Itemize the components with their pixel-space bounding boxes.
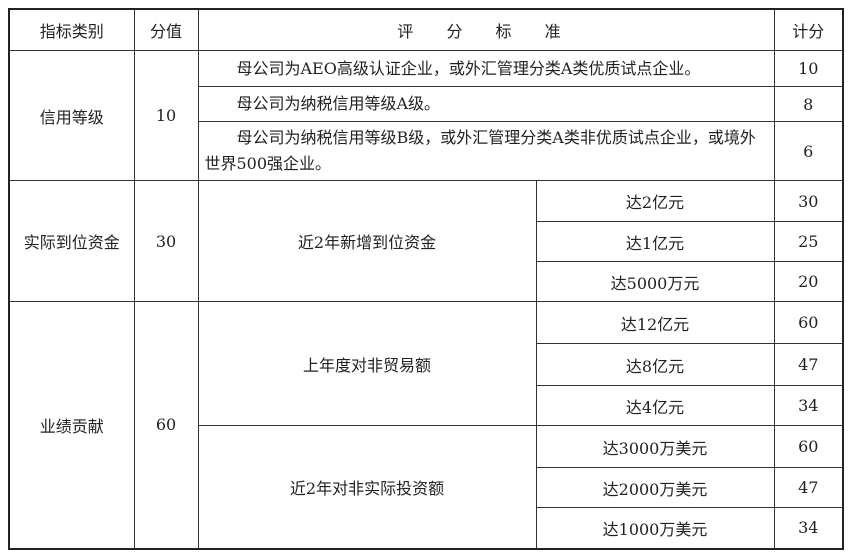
scoring-table: 指标类别 分值 评 分 标 准 计分 信用等级 10 母公司为AEO高级认证企业… [8,8,845,550]
header-points: 计分 [773,8,844,51]
performance-level: 达1000万美元 [535,507,775,549]
credit-criterion: 母公司为AEO高级认证企业，或外汇管理分类A类优质试点企业。 [197,50,775,87]
capital-level: 达1亿元 [535,221,775,262]
capital-level: 达5000万元 [535,261,775,302]
table-row: 达1亿元 25 [9,221,844,262]
performance-points: 60 [773,301,844,344]
performance-points: 47 [773,343,844,386]
capital-category: 实际到位资金 [8,180,135,302]
capital-criterion: 近2年新增到位资金 [197,180,537,302]
performance-category: 业绩贡献 [8,301,135,549]
credit-criterion: 母公司为纳税信用等级A级。 [197,86,775,122]
capital-points: 30 [773,180,844,222]
performance-level: 达3000万美元 [535,425,775,468]
performance-level: 达8亿元 [535,343,775,386]
table-row: 母公司为纳税信用等级B级，或外汇管理分类A类非优质试点企业，或境外世界500强企… [9,121,844,181]
table-row: 达8亿元 47 [9,343,844,386]
capital-points: 25 [773,221,844,262]
credit-points: 8 [773,86,844,122]
performance-level: 达2000万美元 [535,467,775,508]
performance-points: 34 [773,507,844,549]
table-row: 达4亿元 34 [9,385,844,426]
performance-criterion: 上年度对非贸易额 [197,301,537,426]
performance-score: 60 [133,301,199,549]
header-score: 分值 [133,8,199,51]
table-row: 达5000万元 20 [9,261,844,302]
table-row: 实际到位资金 30 近2年新增到位资金 达2亿元 30 [8,180,844,302]
performance-points: 60 [773,425,844,468]
performance-criterion: 近2年对非实际投资额 [197,425,537,549]
credit-score: 10 [133,50,199,181]
header-category: 指标类别 [8,8,135,51]
header-row: 指标类别 分值 评 分 标 准 计分 [8,8,844,51]
header-criteria: 评 分 标 准 [197,8,775,51]
table-row: 达2000万美元 47 [9,467,844,508]
table-row: 业绩贡献 60 上年度对非贸易额 达12亿元 60 [8,301,844,549]
table-row: 母公司为纳税信用等级A级。 8 [9,86,844,122]
table-row: 信用等级 10 母公司为AEO高级认证企业，或外汇管理分类A类优质试点企业。 1… [8,50,844,181]
capital-score: 30 [133,180,199,302]
performance-level: 达4亿元 [535,385,775,426]
credit-points: 6 [773,121,844,181]
performance-level: 达12亿元 [535,301,775,344]
table-row: 达1000万美元 34 [9,507,844,549]
capital-level: 达2亿元 [535,180,775,222]
performance-points: 47 [773,467,844,508]
capital-points: 20 [773,261,844,302]
performance-points: 34 [773,385,844,426]
credit-category: 信用等级 [8,50,135,181]
credit-criterion: 母公司为纳税信用等级B级，或外汇管理分类A类非优质试点企业，或境外世界500强企… [197,121,775,181]
credit-points: 10 [773,50,844,87]
table-row: 近2年对非实际投资额 达3000万美元 60 [9,425,844,549]
